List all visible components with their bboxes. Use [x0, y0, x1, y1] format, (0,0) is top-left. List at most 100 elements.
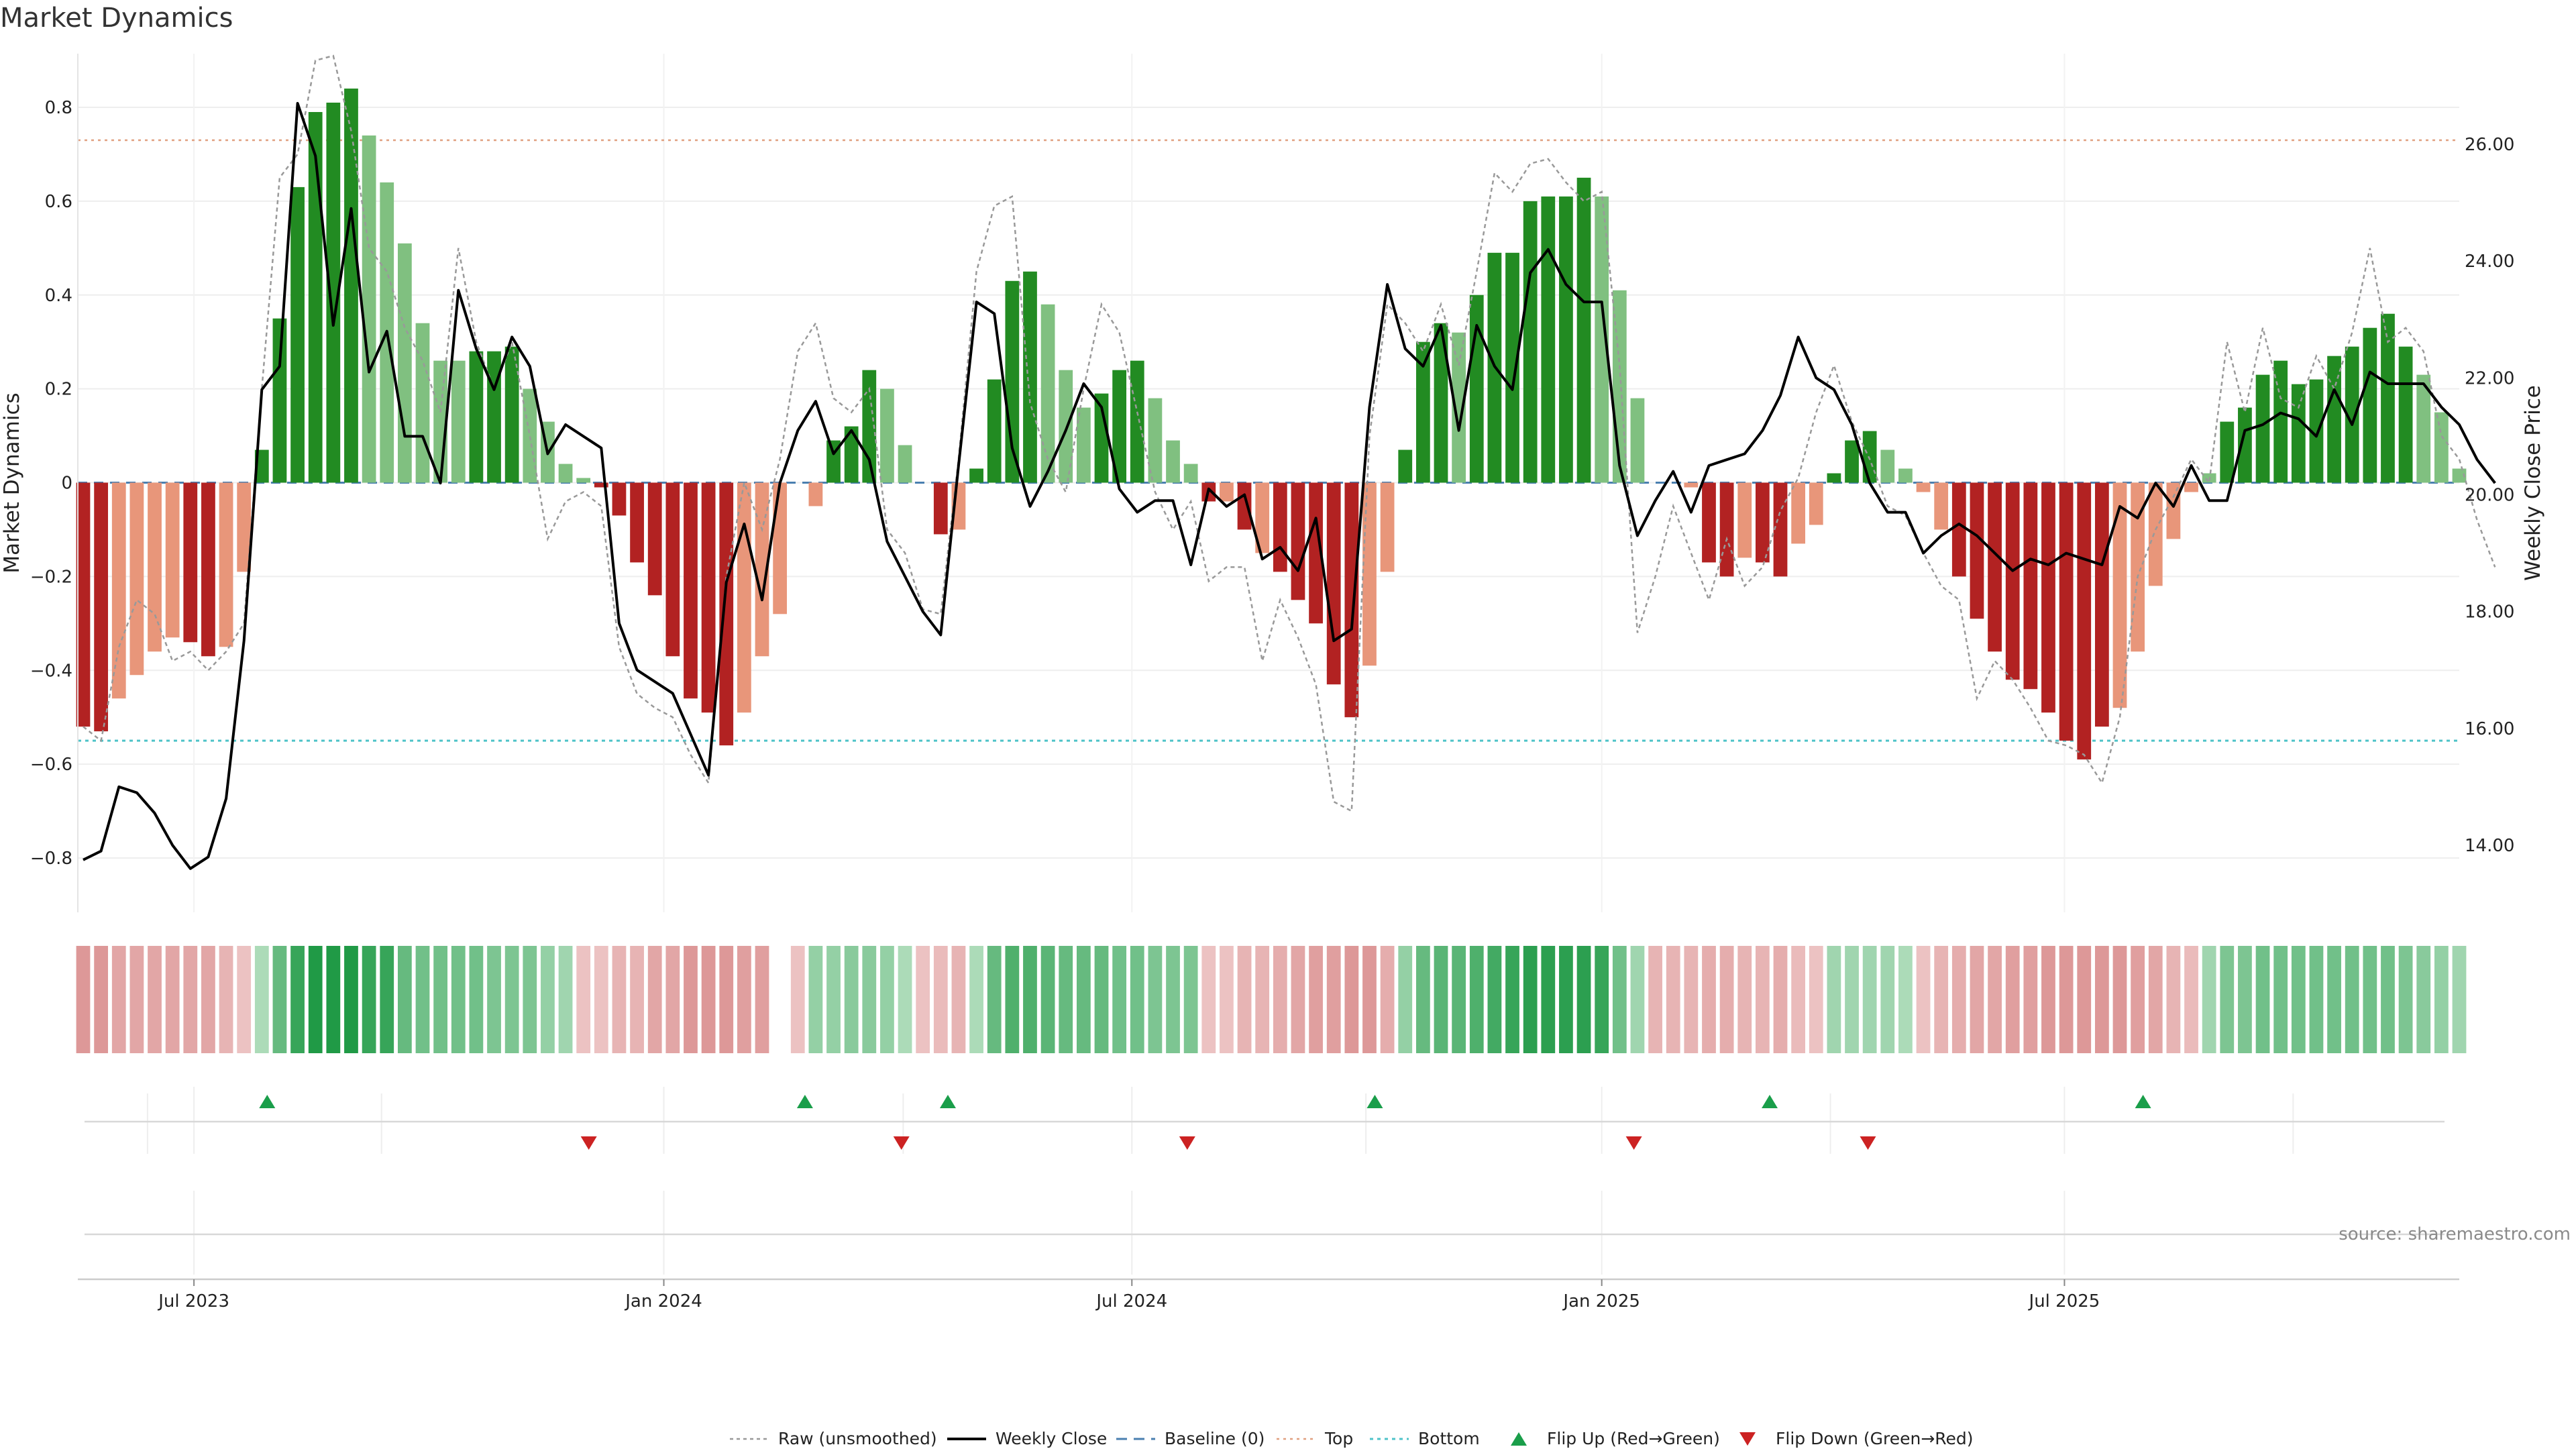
- y-right-tick-label: 24.00: [2465, 252, 2514, 272]
- dynamics-bar: [1059, 370, 1073, 483]
- dynamics-bar: [701, 482, 716, 713]
- heatmap-cell: [2398, 946, 2413, 1053]
- dynamics-bar: [2238, 407, 2252, 483]
- heatmap-cell: [1183, 946, 1198, 1053]
- heatmap-cell: [1487, 946, 1502, 1053]
- heatmap-cell: [237, 946, 252, 1053]
- dynamics-bar: [1559, 196, 1573, 483]
- heatmap-cell: [898, 946, 912, 1053]
- dynamics-bar: [1040, 304, 1055, 483]
- heatmap-cell: [219, 946, 233, 1053]
- dynamics-bar: [504, 346, 519, 483]
- heatmap-cell: [1273, 946, 1287, 1053]
- y-right-tick-label: 16.00: [2465, 719, 2514, 739]
- flip-up-marker: [939, 1095, 956, 1108]
- heatmap-cell: [2166, 946, 2181, 1053]
- heatmap-cell: [2023, 946, 2038, 1053]
- dynamics-bar: [1273, 482, 1287, 572]
- dynamics-bar: [1809, 482, 1823, 525]
- heatmap-cell: [1737, 946, 1752, 1053]
- heatmap-cell: [755, 946, 769, 1053]
- dynamics-bar: [1469, 294, 1484, 483]
- legend-item: Top: [1277, 1429, 1353, 1448]
- dynamics-bar: [2381, 313, 2395, 483]
- dynamics-bar: [1076, 407, 1091, 483]
- heatmap-cell: [1595, 946, 1609, 1053]
- heatmap-cell: [2238, 946, 2252, 1053]
- legend-item: Bottom: [1370, 1429, 1480, 1448]
- heatmap-cell: [1845, 946, 1859, 1053]
- dynamics-bar: [148, 482, 162, 652]
- heatmap-cell: [1059, 946, 1073, 1053]
- legend-item: Weekly Close: [947, 1429, 1107, 1448]
- dynamics-bar: [2309, 379, 2324, 483]
- heatmap-cell: [2291, 946, 2306, 1053]
- flip-up-marker: [2135, 1095, 2151, 1108]
- heatmap-cell: [1112, 946, 1127, 1053]
- heatmap-cell: [362, 946, 376, 1053]
- heatmap-cell: [826, 946, 841, 1053]
- dynamics-bar: [2184, 482, 2198, 492]
- dynamics-bar: [844, 426, 859, 483]
- heatmap-cell: [1880, 946, 1895, 1053]
- dynamics-bar: [880, 388, 894, 483]
- heatmap-cell: [808, 946, 823, 1053]
- heatmap-cell: [1166, 946, 1180, 1053]
- heatmap-cell: [1684, 946, 1699, 1053]
- dynamics-bar: [183, 482, 198, 643]
- dynamics-bar: [1148, 398, 1163, 483]
- source-credit: source: sharemaestro.com: [2339, 1224, 2571, 1244]
- dynamics-bar: [451, 360, 466, 483]
- heatmap-cell: [2452, 946, 2467, 1053]
- dynamics-bar: [2452, 468, 2467, 483]
- heatmap-cell: [254, 946, 269, 1053]
- dynamics-bar: [1452, 332, 1466, 483]
- heatmap-cell: [1005, 946, 1020, 1053]
- heatmap-cell: [1434, 946, 1448, 1053]
- heatmap-cell: [2255, 946, 2270, 1053]
- legend-label: Flip Up (Red→Green): [1547, 1429, 1720, 1448]
- dynamics-bar: [719, 482, 734, 746]
- dynamics-bar: [2148, 482, 2163, 586]
- heatmap-cell: [1970, 946, 1984, 1053]
- y-right-tick-label: 26.00: [2465, 135, 2514, 155]
- dynamics-bar: [1737, 482, 1752, 558]
- dynamics-bar: [129, 482, 144, 676]
- heatmap-cell: [969, 946, 983, 1053]
- dynamics-bar: [344, 89, 358, 483]
- heatmap-cell: [2273, 946, 2288, 1053]
- x-tick-label: Jul 2024: [1095, 1291, 1167, 1311]
- dynamics-bars: [76, 89, 2467, 760]
- heatmap-cell: [1755, 946, 1770, 1053]
- y-left-tick-label: −0.2: [30, 567, 72, 587]
- dynamics-bar: [1434, 323, 1448, 483]
- dynamics-bar: [2023, 482, 2038, 690]
- dynamics-bar: [2166, 482, 2181, 539]
- heatmap-cell: [1291, 946, 1305, 1053]
- right-axis-ticks: 14.00 16.00 18.00 20.00 22.00 24.00 26.00: [2465, 135, 2514, 856]
- heatmap-cell: [647, 946, 662, 1053]
- heatmap-cell: [94, 946, 109, 1053]
- heatmap-cell: [76, 946, 91, 1053]
- heatmap-cell: [1523, 946, 1538, 1053]
- heatmap-cell: [1862, 946, 1877, 1053]
- heatmap-cell: [397, 946, 412, 1053]
- legend-swatch: [1739, 1432, 1756, 1446]
- heatmap-cell: [523, 946, 537, 1053]
- heatmap-cell: [1559, 946, 1573, 1053]
- heatmap-cell: [1773, 946, 1788, 1053]
- heatmap-cell: [684, 946, 698, 1053]
- left-axis-ticks: −0.8 −0.6 −0.4 −0.2 0 0.2 0.4 0.6 0.8: [30, 54, 78, 912]
- heatmap-cell: [594, 946, 608, 1053]
- legend: Raw (unsmoothed) Weekly Close Baseline (0)…: [730, 1429, 1974, 1448]
- dynamics-bar: [1005, 280, 1020, 483]
- heatmap-cell: [380, 946, 394, 1053]
- heatmap-cell: [576, 946, 591, 1053]
- dynamics-bar: [111, 482, 126, 699]
- heatmap-cell: [1326, 946, 1341, 1053]
- y-axis-left-label: Market Dynamics: [0, 392, 24, 573]
- dynamics-bar: [2131, 482, 2145, 652]
- legend-label: Weekly Close: [996, 1429, 1107, 1448]
- heatmap-cell: [111, 946, 126, 1053]
